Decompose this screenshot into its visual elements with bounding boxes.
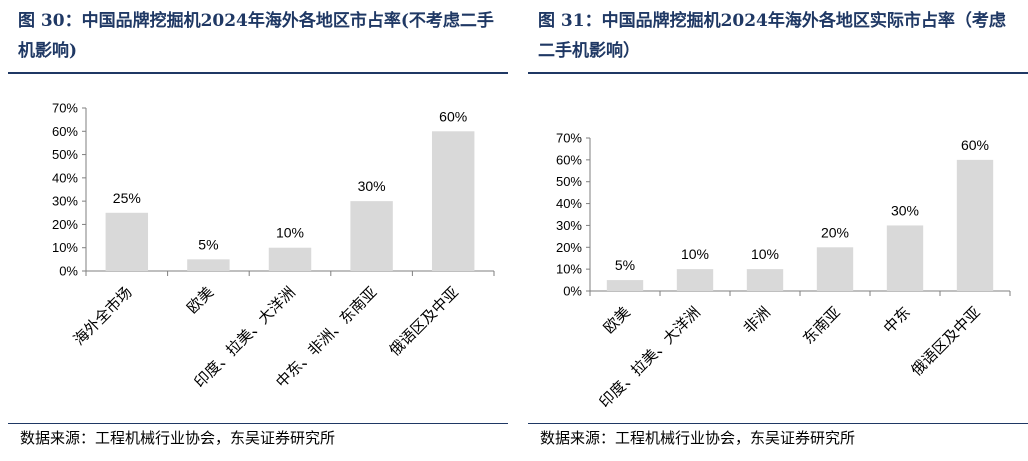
bar-chart-30: 0%10%20%30%40%50%60%70%25%海外全市场5%欧美10%印度… [52, 101, 495, 391]
data-label: 20% [821, 224, 849, 240]
category-label: 非洲 [740, 303, 774, 337]
y-tick-label: 0% [563, 284, 582, 299]
y-tick-label: 30% [556, 218, 582, 233]
category-label: 欧美 [600, 303, 634, 337]
y-tick-label: 30% [52, 194, 78, 209]
y-tick-label: 40% [52, 170, 78, 185]
bar [956, 159, 994, 291]
data-label: 10% [681, 246, 709, 262]
data-label: 5% [615, 257, 635, 273]
y-tick-label: 70% [52, 101, 78, 116]
bar [816, 247, 854, 291]
data-label: 60% [961, 137, 989, 153]
y-tick-label: 20% [52, 217, 78, 232]
category-label: 海外全市场 [70, 283, 136, 349]
y-tick-label: 20% [556, 240, 582, 255]
title-divider [8, 72, 508, 74]
data-label: 30% [358, 178, 386, 194]
bar [676, 269, 714, 291]
chart-panel-31: 图 31：中国品牌挖掘机2024年海外各地区实际市占率（考虑二手机影响） 0% 1… [528, 0, 1028, 461]
source-note: 数据来源：工程机械行业协会，东吴证券研究所 [20, 429, 336, 447]
data-label: 10% [276, 225, 304, 241]
category-label: 俄语区及中亚 [907, 303, 983, 379]
chart-title: 图 31：中国品牌挖掘机2024年海外各地区实际市占率（考虑二手机影响） [538, 11, 1006, 61]
y-tick-label: 60% [556, 152, 582, 167]
y-tick-label: 0% [59, 264, 78, 279]
bar [886, 225, 924, 291]
y-tick-label: 60% [52, 124, 78, 139]
source-note: 数据来源：工程机械行业协会，东吴证券研究所 [540, 429, 856, 447]
category-label: 欧美 [183, 283, 217, 317]
bar [431, 131, 475, 271]
category-label: 东南亚 [799, 303, 844, 348]
bar [268, 247, 312, 271]
y-tick-label: 70% [556, 131, 582, 146]
y-tick-label: 50% [52, 147, 78, 162]
bar [350, 201, 393, 271]
source-divider [8, 423, 508, 424]
y-tick-label: 50% [556, 174, 582, 189]
bar [606, 280, 644, 291]
y-tick-label: 10% [52, 240, 78, 255]
data-label: 30% [891, 202, 919, 218]
chart-panel-30: 图 30：中国品牌挖掘机2024年海外各地区市占率(不考虑二手机影响) 0% 10… [8, 0, 508, 461]
title-divider [528, 72, 1028, 74]
category-label: 中东 [880, 303, 914, 337]
bar [105, 212, 149, 271]
source-divider [528, 423, 1028, 424]
bar [187, 259, 230, 271]
bar [746, 269, 784, 291]
data-label: 5% [198, 236, 218, 252]
bar-chart-31: 0%10%20%30%40%50%60%70%5%欧美10%印度、拉美、大洋洲1… [556, 131, 1011, 411]
y-tick-label: 40% [556, 196, 582, 211]
data-label: 25% [113, 190, 141, 206]
data-label: 60% [439, 108, 467, 124]
y-tick-label: 10% [556, 262, 582, 277]
chart-title: 图 30：中国品牌挖掘机2024年海外各地区市占率(不考虑二手机影响) [18, 11, 494, 61]
data-label: 10% [751, 246, 779, 262]
category-label: 俄语区及中亚 [386, 283, 462, 359]
